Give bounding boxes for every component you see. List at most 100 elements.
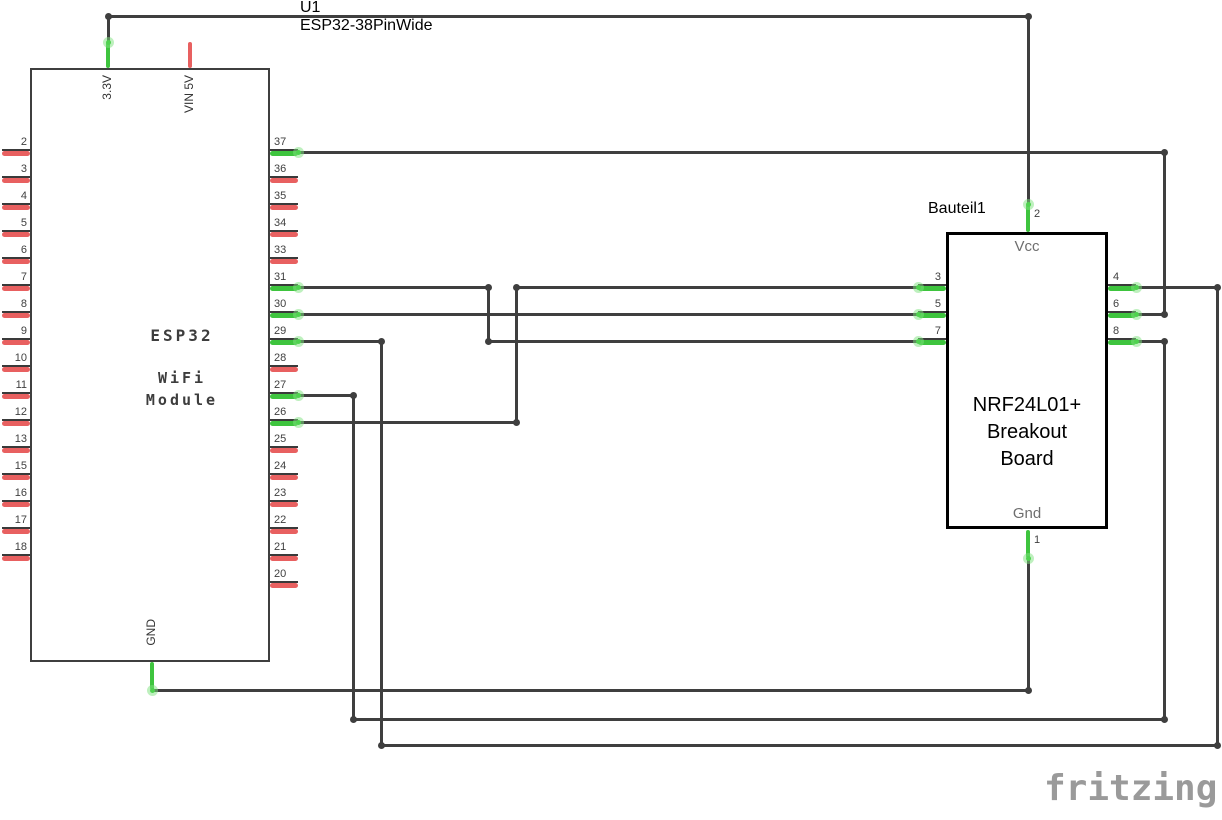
pin-stub-GPIO27: [2, 394, 30, 399]
pin-number-GPIO3/RX0: 34: [274, 217, 287, 229]
esp32-ref-designator: U1: [300, 0, 321, 16]
pin-connection-glow-core: [295, 338, 301, 344]
pin-line-GPIO1/TX0: [270, 203, 298, 205]
pin-stub-GPIO23: [270, 151, 298, 156]
bendpoint-dot: [512, 283, 520, 291]
pin-number-GPIO34: 5: [20, 217, 27, 229]
esp32-gnd-label: GND: [144, 619, 158, 646]
pin-number-GPIO39/SVN: 4: [20, 190, 27, 202]
wire-gpio16-to-irq: [1162, 339, 1166, 721]
esp32-center-label: ESP32: [150, 326, 214, 345]
pin-stub-GPIO15: [270, 502, 298, 507]
pin-line-GPIO21: [270, 257, 298, 259]
pin-stub-Gnd: [1025, 530, 1031, 558]
pin-stub-GPIO2: [270, 475, 298, 480]
wire-3v3-to-vcc: [106, 14, 110, 44]
pin-stub-SCK: [918, 313, 946, 318]
pin-line-GPIO36/SVP: [2, 176, 30, 178]
pin-stub-GPIO34: [2, 232, 30, 237]
pin-line-GPIO9/SD2: [2, 500, 30, 502]
pin-stub-GND: [149, 662, 155, 690]
pin-connection-glow-core: [149, 687, 155, 693]
pin-number-GPIO7/SD0: 21: [274, 541, 287, 553]
pin-number-GPIO18: 30: [274, 298, 287, 310]
pin-number-GPIO12: 13: [14, 433, 27, 445]
pin-stub-GPIO7/SD0: [270, 556, 298, 561]
pin-connection-glow-core: [295, 392, 301, 398]
pin-number-GPIO11/SDCMD: 18: [14, 541, 27, 553]
pin-stub-GPIO4: [270, 421, 298, 426]
pin-number-MOSI: 6: [1113, 298, 1120, 310]
pin-number-GPIO35: 6: [20, 244, 27, 256]
bendpoint-dot: [1213, 283, 1221, 291]
pin-number-GPIO16: 27: [274, 379, 287, 391]
pin-stub-GPIO18: [270, 313, 298, 318]
pin-stub-GPIO17: [270, 367, 298, 372]
wire-gpio16-to-irq: [296, 393, 355, 397]
pin-line-SCK: [918, 311, 946, 313]
pin-stub-GPIO3/RX0: [270, 232, 298, 237]
pin-line-GPIO16: [270, 392, 298, 394]
pin-number-GPIO5: 29: [274, 325, 287, 337]
pin-line-GPIO7/SD0: [270, 554, 298, 556]
pin-number-GPIO6/SDCLK: 20: [274, 568, 287, 580]
pin-connection-glow-core: [1133, 338, 1139, 344]
pin-stub-GPIO6/SDCLK: [270, 583, 298, 588]
bendpoint-dot: [1024, 12, 1032, 20]
pin-number-GPIO36/SVP: 3: [20, 163, 27, 175]
pin-stub-GPIO8/SD1: [270, 529, 298, 534]
pin-line-GPIO10/SD3: [2, 527, 30, 529]
pin-stub-GPIO12: [2, 448, 30, 453]
pin-line-EN/RESET: [2, 149, 30, 151]
pin-connection-glow-core: [1133, 284, 1139, 290]
bendpoint-dot: [1160, 310, 1168, 318]
pin-connection-glow-core: [295, 419, 301, 425]
pin-line-GPIO17: [270, 365, 298, 367]
pin-stub-GPIO39/SVN: [2, 205, 30, 210]
pin-number-GPIO4: 26: [274, 406, 287, 418]
wire-3v3-to-vcc: [106, 14, 1030, 18]
pin-number-EN/RESET: 2: [20, 136, 27, 148]
pin-number-GPIO25: 9: [20, 325, 27, 337]
wire-gpio19-to-miso: [296, 285, 490, 289]
pin-number-GPIO27: 11: [15, 379, 27, 391]
pin-stub-GPIO0: [270, 448, 298, 453]
pin-stub-VIN 5V: [187, 42, 193, 68]
pin-line-GPIO3/RX0: [270, 230, 298, 232]
pin-line-GPIO27: [2, 392, 30, 394]
pin-line-GPIO8/SD1: [270, 527, 298, 529]
esp32-3v3-label: 3.3V: [100, 75, 114, 100]
pin-line-GPIO19: [270, 284, 298, 286]
wire-gpio23-to-mosi: [1162, 150, 1166, 316]
wire-gpio5-to-cs: [1215, 285, 1219, 747]
pin-line-GPIO2: [270, 473, 298, 475]
esp32-component-body: ESP32 WiFi Module: [30, 68, 270, 662]
pin-line-GPIO22: [270, 176, 298, 178]
pin-line-MOSI: [1108, 311, 1136, 313]
pin-stub-CE: [918, 286, 946, 291]
pin-line-GPIO6/SDCLK: [270, 581, 298, 583]
wire-gpio4-to-ce: [514, 285, 518, 424]
pin-number-GPIO22: 36: [274, 163, 287, 175]
bendpoint-dot: [104, 12, 112, 20]
pin-stub-CS: [1108, 286, 1136, 291]
wire-gpio18-to-sck: [296, 312, 920, 316]
pin-stub-GPIO5: [270, 340, 298, 345]
esp32-center-label-module: Module: [145, 391, 219, 409]
wire-3v3-to-vcc: [1026, 14, 1030, 206]
wire-gpio5-to-cs: [379, 743, 1219, 747]
nrf-ref-designator: Bauteil1: [928, 200, 986, 217]
fritzing-logo: fritzing: [1044, 768, 1218, 809]
pin-line-GPIO35: [2, 257, 30, 259]
pin-stub-GPIO26: [2, 367, 30, 372]
bendpoint-dot: [484, 337, 492, 345]
pin-line-MISO: [918, 338, 946, 340]
pin-number-CS: 4: [1113, 271, 1120, 283]
pin-number-Gnd: 1: [1034, 534, 1041, 546]
pin-number-CE: 3: [934, 271, 941, 283]
pin-line-IRQ: [1108, 338, 1136, 340]
bendpoint-dot: [1024, 686, 1032, 694]
bendpoint-dot: [512, 418, 520, 426]
wire-gpio4-to-ce: [514, 285, 920, 289]
esp32-part-name: ESP32-38PinWide: [300, 17, 433, 34]
